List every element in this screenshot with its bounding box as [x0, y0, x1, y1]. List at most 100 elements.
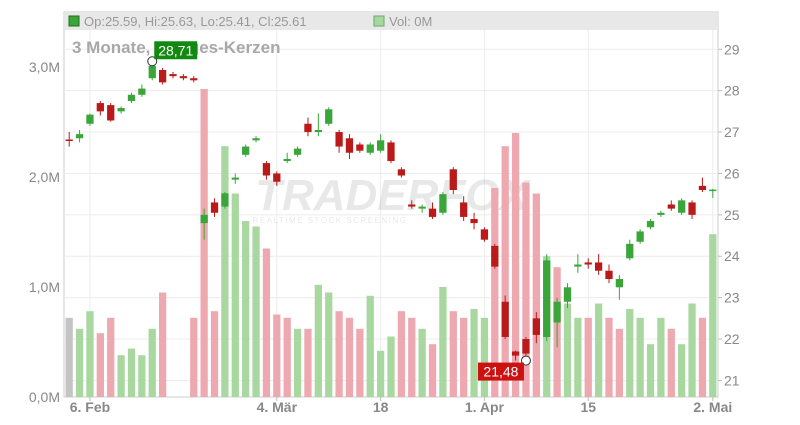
volume-tick-label: 3,0M [29, 59, 60, 75]
candle-body [75, 134, 84, 139]
candle-body [96, 103, 104, 112]
volume-bar [252, 226, 260, 397]
price-axis: 21 22 23 24 25 26 27 28 29 [718, 41, 740, 388]
candle-body [460, 202, 468, 217]
candle-body [314, 129, 322, 133]
volume-bar [594, 303, 603, 397]
candle-body [242, 146, 250, 155]
volume-tick-label: 0,0M [29, 389, 60, 405]
volume-bar [376, 350, 385, 397]
volume-bar [127, 348, 136, 397]
candle-body [491, 245, 499, 267]
volume-bar [356, 328, 364, 397]
volume-bar [574, 317, 582, 397]
candle-body [221, 193, 229, 207]
volume-bar [449, 311, 457, 397]
price-tick-label: 27 [724, 124, 740, 140]
high-label-box [154, 41, 198, 60]
candle-body [574, 264, 582, 267]
volume-legend-swatch [373, 15, 385, 27]
candle-body [511, 351, 520, 356]
volume-bar [418, 328, 426, 397]
volume-bar [366, 295, 374, 397]
candle-body [615, 279, 624, 288]
candle-body [688, 202, 696, 215]
candle-body [158, 69, 167, 83]
candle-body [543, 260, 551, 337]
candle-body [678, 200, 686, 213]
volume-bar [511, 133, 520, 397]
candle-body [262, 163, 271, 176]
volume-bar [646, 344, 655, 397]
candle-body [532, 318, 540, 335]
volume-bar [293, 328, 302, 397]
candle-body [626, 243, 634, 259]
watermark-tagline: REALTIME STOCK SCREENING [253, 216, 408, 225]
low-label-box [477, 362, 524, 381]
time-tick-label: 1. Apr [465, 399, 505, 415]
candle-body [325, 109, 333, 124]
candle-body [480, 229, 489, 240]
volume-bar [688, 303, 696, 397]
candle-body [148, 65, 156, 79]
volume-bar [397, 311, 406, 397]
volume-bar [107, 317, 115, 397]
time-tick-label: 2. Mai [693, 399, 732, 415]
candle-body [65, 139, 73, 142]
volume-axis: 0,0M 1,0M 2,0M 3,0M [29, 59, 60, 405]
volume-bar [200, 89, 208, 397]
candle-body [179, 76, 188, 79]
price-tick-label: 24 [724, 248, 740, 264]
time-tick-label: 18 [373, 399, 389, 415]
volume-bar [221, 146, 229, 397]
volume-bar [636, 317, 644, 397]
watermark-brand: TRADERFOX [255, 171, 531, 220]
volume-tick-label: 2,0M [29, 169, 60, 185]
candle-body [657, 212, 665, 215]
volume-bar [428, 344, 437, 397]
ohlc-legend: Op:25.59, Hi:25.63, Lo:25.41, Cl:25.61 [84, 14, 307, 29]
candle-body [107, 105, 115, 121]
candle-body [376, 140, 385, 151]
low-label: 21,48 [483, 364, 518, 380]
volume-bar [262, 248, 271, 397]
volume-bar [283, 317, 291, 397]
candle-body [252, 138, 260, 141]
candle-body [293, 148, 302, 155]
candle-body [117, 108, 125, 112]
price-tick-label: 22 [724, 331, 740, 347]
time-tick-label: 15 [580, 399, 596, 415]
gridlines [64, 30, 718, 397]
volume-bar [626, 309, 634, 397]
price-tick-label: 21 [724, 372, 740, 388]
volume-bar [657, 317, 665, 397]
price-tick-label: 25 [724, 207, 740, 223]
candle-body [553, 301, 561, 323]
volume-bar [698, 317, 707, 397]
candle-body [449, 169, 457, 191]
candle-body [200, 214, 208, 224]
volume-bar [335, 311, 343, 397]
volume-bars [65, 89, 717, 397]
candle-body [584, 262, 592, 265]
volume-bar [65, 317, 73, 397]
volume-bar [470, 309, 478, 397]
candle-body [335, 132, 343, 147]
candle-body [667, 204, 675, 209]
candle-body [418, 206, 426, 209]
price-tick-label: 26 [724, 165, 740, 181]
candle-body [522, 339, 530, 354]
volume-bar [231, 193, 239, 397]
volume-bar [158, 292, 167, 397]
price-tick-label: 23 [724, 290, 740, 306]
candles [65, 61, 717, 361]
volume-bar [304, 328, 312, 397]
candle-body [646, 221, 655, 228]
volume-bar [75, 328, 84, 397]
candle-body [636, 231, 644, 242]
candle-body [169, 74, 177, 77]
watermark: TRADERFOX REALTIME STOCK SCREENING [253, 171, 532, 225]
time-axis: 6. Feb 4. Mär 18 1. Apr 15 2. Mai [70, 397, 732, 415]
volume-bar [325, 292, 333, 397]
volume-bar [563, 303, 572, 397]
